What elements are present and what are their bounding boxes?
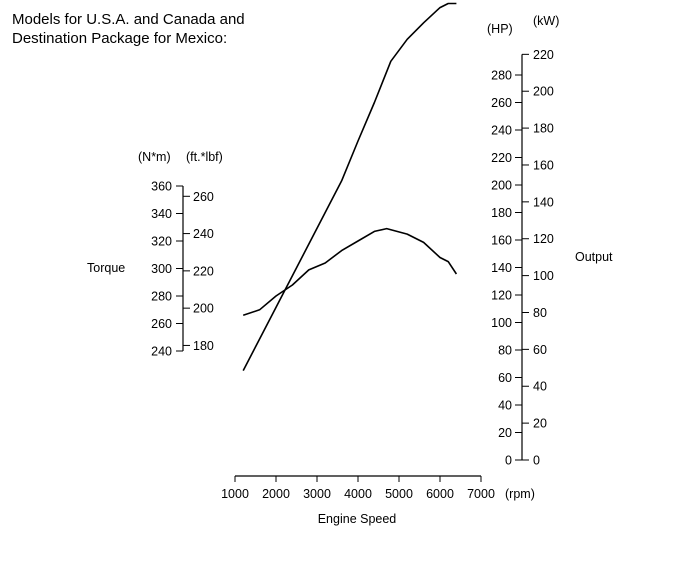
x-tick-label: 6000 — [426, 487, 454, 501]
output-hp-tick-label: 240 — [491, 124, 512, 138]
x-axis-title: Engine Speed — [318, 512, 397, 526]
torque-ftlbf-tick-label: 260 — [193, 190, 214, 204]
title-line-2: Destination Package for Mexico: — [12, 30, 228, 47]
torque-ftlbf-tick-label: 220 — [193, 264, 214, 278]
output-kw-tick-label: 40 — [533, 380, 547, 394]
output-hp-unit: (HP) — [487, 22, 513, 36]
torque-nm-unit: (N*m) — [138, 150, 171, 164]
output-kw-tick-label: 80 — [533, 306, 547, 320]
output-kw-tick-label: 120 — [533, 232, 554, 246]
output-hp-tick-label: 40 — [498, 399, 512, 413]
chart-title: Models for U.S.A. and Canada and Destina… — [12, 10, 245, 48]
output-hp-tick-label: 0 — [505, 454, 512, 468]
output-kw-tick-label: 20 — [533, 417, 547, 431]
output-kw-tick-label: 180 — [533, 122, 554, 136]
output-hp-tick-label: 280 — [491, 69, 512, 83]
output-kw-tick-label: 200 — [533, 85, 554, 99]
torque-nm-tick-label: 320 — [151, 235, 172, 249]
x-tick-label: 4000 — [344, 487, 372, 501]
torque-axis-title: Torque — [87, 261, 125, 275]
output-kw-tick-label: 100 — [533, 269, 554, 283]
torque-ftlbf-tick-label: 200 — [193, 302, 214, 316]
torque-nm-tick-label: 240 — [151, 345, 172, 359]
output-hp-tick-label: 100 — [491, 316, 512, 330]
output-kw-tick-label: 140 — [533, 195, 554, 209]
output-kw-tick-label: 60 — [533, 343, 547, 357]
torque-nm-tick-label: 360 — [151, 180, 172, 194]
torque-nm-tick-label: 340 — [151, 207, 172, 221]
output-kw-tick-label: 220 — [533, 48, 554, 62]
x-axis: 1000 2000 3000 4000 5000 6000 7000 (rpm) Engine … — [221, 475, 535, 526]
output-hp-tick-label: 20 — [498, 426, 512, 440]
torque-ftlbf-tick-label: 240 — [193, 227, 214, 241]
x-tick-label: 1000 — [221, 487, 249, 501]
title-line-1: Models for U.S.A. and Canada and — [12, 11, 245, 28]
torque-axis: 240 260 280 300 320 340 360 180 200 220 240 260 (N*m… — [87, 150, 223, 359]
x-tick-label: 2000 — [262, 487, 290, 501]
output-hp-tick-label: 260 — [491, 96, 512, 110]
x-unit-label: (rpm) — [505, 487, 535, 501]
torque-ftlbf-tick-label: 180 — [193, 339, 214, 353]
output-kw-tick-label: 0 — [533, 454, 540, 468]
x-tick-label: 5000 — [385, 487, 413, 501]
output-hp-tick-label: 120 — [491, 289, 512, 303]
x-tick-label: 7000 — [467, 487, 495, 501]
torque-nm-tick-label: 300 — [151, 262, 172, 276]
output-kw-unit: (kW) — [533, 14, 559, 28]
output-kw-tick-label: 160 — [533, 158, 554, 172]
output-hp-tick-label: 160 — [491, 234, 512, 248]
series-layer — [242, 2, 458, 371]
torque-curve — [242, 227, 458, 317]
output-hp-tick-label: 140 — [491, 261, 512, 275]
torque-ftlbf-unit: (ft.*lbf) — [186, 150, 223, 164]
output-hp-tick-label: 220 — [491, 151, 512, 165]
torque-nm-tick-label: 260 — [151, 317, 172, 331]
x-tick-label: 3000 — [303, 487, 331, 501]
output-axis-title: Output — [575, 250, 613, 264]
output-hp-tick-label: 80 — [498, 344, 512, 358]
output-hp-tick-label: 60 — [498, 371, 512, 385]
output-hp-tick-label: 200 — [491, 179, 512, 193]
output-axis: 0 20 40 60 80 100 120 140 160 180 200 220 240 260 280 0… — [487, 14, 613, 468]
torque-nm-tick-label: 280 — [151, 290, 172, 304]
output-hp-tick-label: 180 — [491, 206, 512, 220]
output-curve — [242, 2, 457, 371]
